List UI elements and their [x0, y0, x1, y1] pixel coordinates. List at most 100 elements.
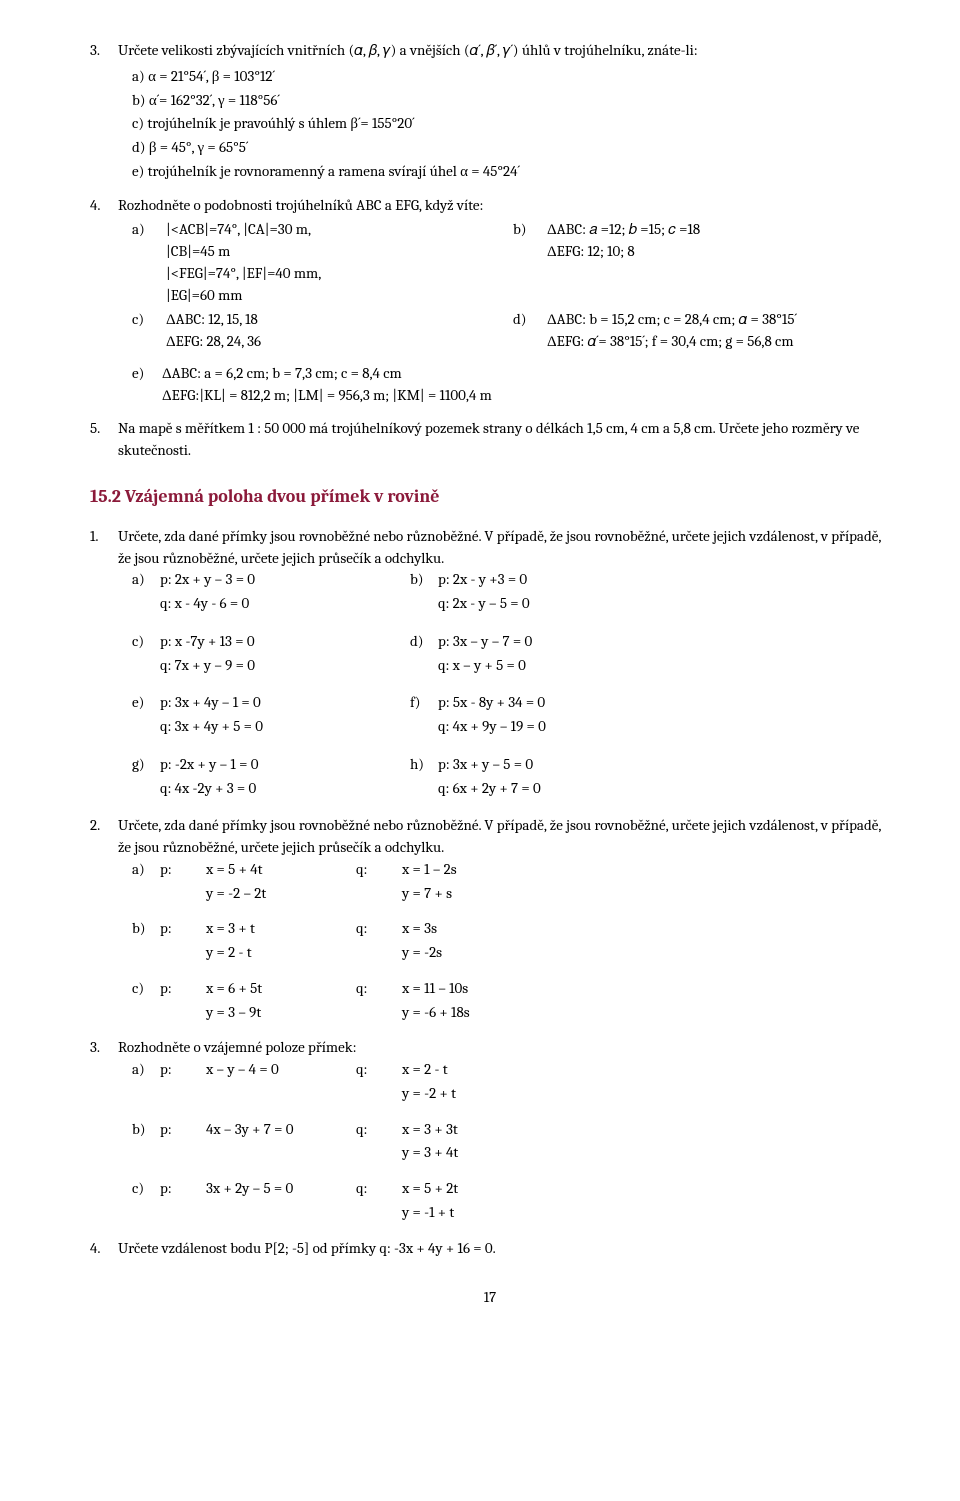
cell [132, 593, 160, 615]
cell: q: [356, 1178, 402, 1200]
cell: b) [132, 1119, 160, 1141]
question-4: 4. Určete vzdálenost bodu P[2; -5] od př… [90, 1238, 890, 1260]
value-c: ΔABC: 12, 15, 18 ΔEFG: 28, 24, 36 [166, 309, 509, 353]
cell: x = 5 + 2t [402, 1178, 572, 1200]
q1-pair: c)p: x -7y + 13 = 0d)p: 3x – y – 7 = 0q:… [132, 631, 890, 679]
cell [410, 778, 438, 800]
cell: e) [132, 692, 160, 714]
label-a: a) [132, 219, 162, 306]
q1-pair: g)p: -2x + y – 1 = 0h)p: 3x + y – 5 = 0q… [132, 754, 890, 802]
cell [410, 655, 438, 677]
problem-3: 3. Určete velikosti zbývajících vnitřníc… [90, 40, 890, 183]
problem-4-row-cd: c) ΔABC: 12, 15, 18 ΔEFG: 28, 24, 36 d) … [132, 309, 890, 353]
q2-rows: a)p:x = 5 + 4tq:x = 1 – 2sy = -2 – 2ty =… [90, 859, 890, 1026]
cell: q: [356, 1059, 402, 1081]
cell [160, 1083, 206, 1105]
label-d: d) [513, 309, 543, 353]
param-pair: c)p:x = 6 + 5tq:x = 11 – 10sy = 3 – 9ty … [132, 978, 890, 1026]
label-e: e) [132, 363, 162, 407]
cell: x = 5 + 4t [206, 859, 356, 881]
problem-number: 1. [90, 526, 118, 570]
cell: p: 3x – y – 7 = 0 [438, 631, 688, 653]
cell: x = 11 – 10s [402, 978, 572, 1000]
cell: p: [160, 1119, 206, 1141]
cell [160, 883, 206, 905]
cell: q: 4x + 9y – 19 = 0 [438, 716, 688, 738]
cell [160, 942, 206, 964]
problem-3-subs: a) α = 21°54´, β = 103°12´ b) α´= 162°32… [90, 66, 890, 183]
cell: f) [410, 692, 438, 714]
problem-number: 4. [90, 195, 118, 217]
cell: y = -6 + 18s [402, 1002, 572, 1024]
cell: x = 2 - t [402, 1059, 572, 1081]
sub-d: d) β = 45°, γ = 65°5´ [132, 137, 890, 159]
value-a: |<ACB|=74°, |CA|=30 m, |CB|=45 m |<FEG|=… [166, 219, 509, 306]
cell: x = 3 + 3t [402, 1119, 572, 1141]
problem-body: Určete, zda dané přímky jsou rovnoběžné … [118, 526, 890, 570]
sub-d-text: β = 45°, γ = 65°5´ [149, 138, 248, 156]
cell [132, 1002, 160, 1024]
cell [160, 1142, 206, 1164]
cell: y = -2s [402, 942, 572, 964]
q1-pair: e)p: 3x + 4y – 1 = 0f)p: 5x - 8y + 34 = … [132, 692, 890, 740]
cell [206, 1083, 356, 1105]
cell [356, 1142, 402, 1164]
cell: y = -2 + t [402, 1083, 572, 1105]
cell: p: 3x + 4y – 1 = 0 [160, 692, 410, 714]
cell: q: 6x + 2y + 7 = 0 [438, 778, 688, 800]
problem-body: Určete, zda dané přímky jsou rovnoběžné … [118, 815, 890, 859]
cell: q: x - 4y - 6 = 0 [160, 593, 410, 615]
problem-3-text: 3. Určete velikosti zbývajících vnitřníc… [90, 40, 890, 62]
cell: p: [160, 1059, 206, 1081]
cell [160, 1202, 206, 1224]
cell: x = 1 – 2s [402, 859, 572, 881]
cell [132, 1083, 160, 1105]
cell [160, 1002, 206, 1024]
q1-pair: a)p: 2x + y – 3 = 0b)p: 2x - y +3 = 0q: … [132, 569, 890, 617]
cell: x – y – 4 = 0 [206, 1059, 356, 1081]
cell: 3x + 2y – 5 = 0 [206, 1178, 356, 1200]
problem-4-row-ab: a) |<ACB|=74°, |CA|=30 m, |CB|=45 m |<FE… [132, 219, 890, 306]
problem-body: Rozhodněte o podobnosti trojúhelníků ABC… [118, 195, 890, 217]
cell: a) [132, 569, 160, 591]
cell: q: [356, 918, 402, 940]
cell: q: 7x + y – 9 = 0 [160, 655, 410, 677]
cell [132, 942, 160, 964]
sub-b: b) α´= 162°32´, γ = 118°56´ [132, 90, 890, 112]
cell: y = 3 + 4t [402, 1142, 572, 1164]
cell: x = 6 + 5t [206, 978, 356, 1000]
cell: q: 2x - y – 5 = 0 [438, 593, 688, 615]
cell: b) [410, 569, 438, 591]
param-pair: b)p:x = 3 + tq:x = 3sy = 2 - ty = -2s [132, 918, 890, 966]
cell [356, 1083, 402, 1105]
param-pair: a)p:x – y – 4 = 0q:x = 2 - ty = -2 + t [132, 1059, 890, 1107]
cell: h) [410, 754, 438, 776]
param-pair: b)p:4x – 3y + 7 = 0q:x = 3 + 3ty = 3 + 4… [132, 1119, 890, 1167]
label-c: c) [132, 309, 162, 353]
cell: c) [132, 1178, 160, 1200]
problem-number: 4. [90, 1238, 118, 1260]
cell [132, 716, 160, 738]
cell: p: [160, 859, 206, 881]
cell: x = 3s [402, 918, 572, 940]
cell: b) [132, 918, 160, 940]
cell: p: 2x + y – 3 = 0 [160, 569, 410, 591]
problem-body: Určete vzdálenost bodu P[2; -5] od přímk… [118, 1238, 890, 1260]
cell: q: 3x + 4y + 5 = 0 [160, 716, 410, 738]
question-2: 2. Určete, zda dané přímky jsou rovnoběž… [90, 815, 890, 1025]
cell: y = 7 + s [402, 883, 572, 905]
cell [356, 1002, 402, 1024]
sub-e: e) trojúhelník je rovnoramenný a ramena … [132, 161, 890, 183]
problem-4-row-e: e) ΔABC: a = 6,2 cm; b = 7,3 cm; c = 8,4… [132, 363, 890, 407]
problem-4: 4. Rozhodněte o podobnosti trojúhelníků … [90, 195, 890, 407]
cell: p: [160, 1178, 206, 1200]
problem-number: 2. [90, 815, 118, 859]
cell: c) [132, 978, 160, 1000]
param-pair: c)p:3x + 2y – 5 = 0q:x = 5 + 2ty = -1 + … [132, 1178, 890, 1226]
cell: q: 4x -2y + 3 = 0 [160, 778, 410, 800]
sub-c: c) trojúhelník je pravoúhlý s úhlem β´= … [132, 113, 890, 135]
problem-body: Určete velikosti zbývajících vnitřních (… [118, 40, 890, 62]
value-b: ΔABC: 𝑎 =12; 𝑏 =15; 𝑐 =18 ΔEFG: 12; 10; … [547, 219, 890, 306]
cell [410, 716, 438, 738]
question-3: 3. Rozhodněte o vzájemné poloze přímek: … [90, 1037, 890, 1225]
